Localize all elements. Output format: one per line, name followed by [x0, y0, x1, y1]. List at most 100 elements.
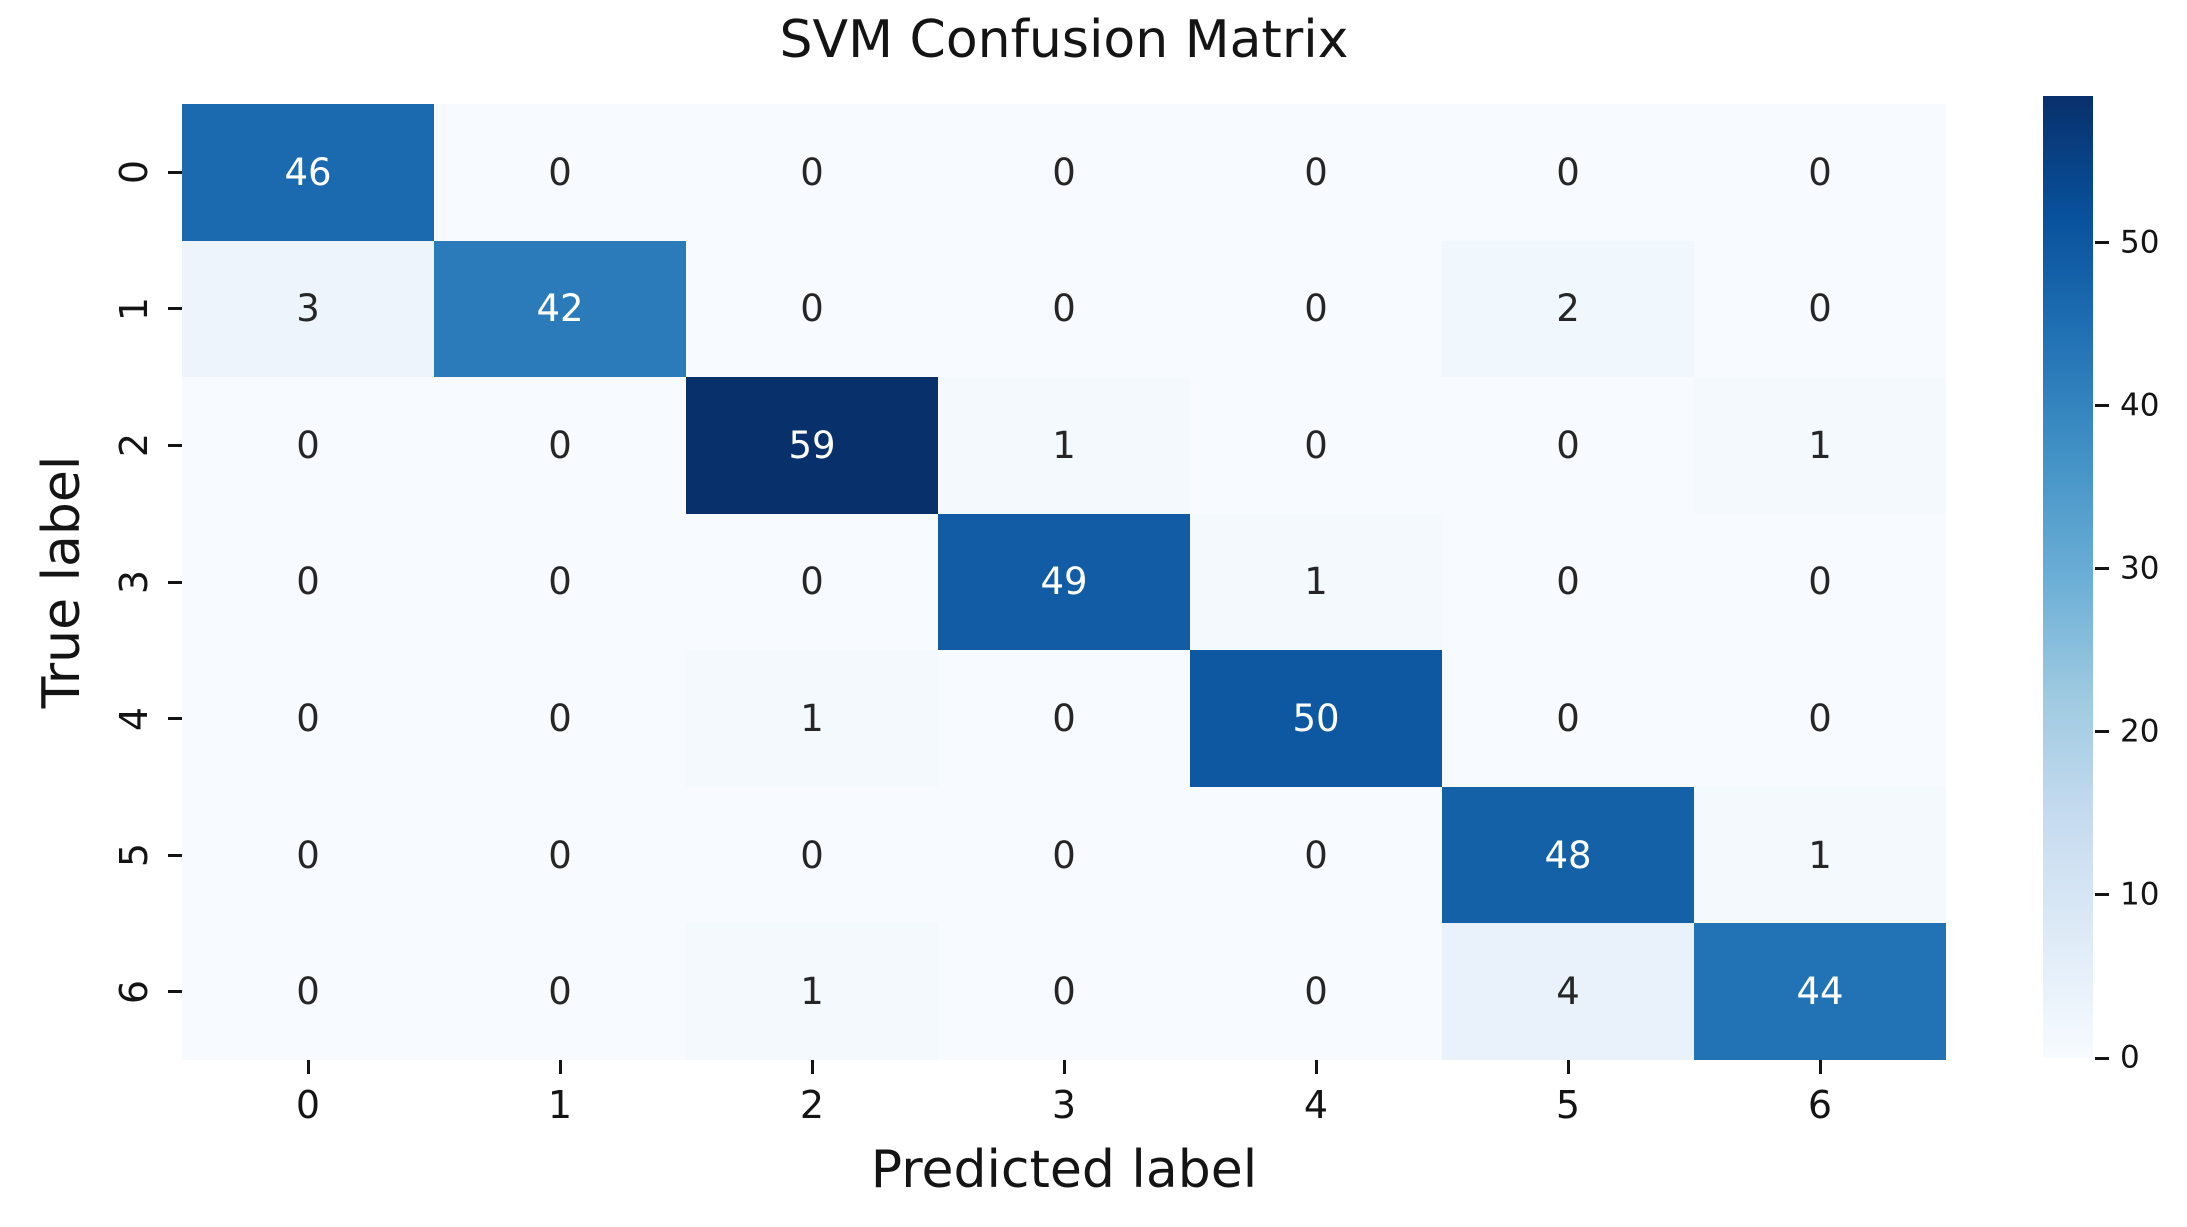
x-tick-mark [1566, 1060, 1570, 1074]
matrix-cell: 0 [434, 650, 686, 787]
y-tick-mark [168, 307, 182, 311]
matrix-cell: 0 [1442, 513, 1694, 651]
cell-value: 1 [1808, 423, 1832, 467]
matrix-cell: 0 [938, 923, 1190, 1060]
matrix-cell: 59 [686, 377, 938, 514]
cell-value: 0 [1052, 150, 1076, 194]
cell-value: 0 [1808, 560, 1832, 604]
matrix-cell: 49 [938, 513, 1190, 651]
matrix-cell: 44 [1694, 923, 1946, 1060]
y-tick-mark [168, 170, 182, 174]
y-tick-mark [168, 717, 182, 721]
cell-value: 44 [1796, 970, 1844, 1014]
matrix-cell: 0 [1190, 923, 1442, 1060]
matrix-cell: 42 [434, 240, 686, 378]
matrix-cell: 2 [1442, 240, 1694, 378]
y-tick-label: 5 [112, 843, 156, 868]
matrix-cell: 0 [182, 650, 434, 787]
matrix-cell: 0 [1694, 104, 1946, 241]
colorbar-tick-label: 50 [2120, 224, 2160, 261]
colorbar-tick-mark [2095, 404, 2109, 408]
matrix-cell: 1 [686, 650, 938, 787]
matrix-cell: 0 [1694, 240, 1946, 378]
colorbar-tick-mark [2095, 730, 2109, 734]
cell-value: 0 [800, 833, 824, 877]
matrix-cell: 0 [1190, 786, 1442, 924]
x-tick-label: 3 [1051, 1083, 1077, 1127]
cell-value: 1 [1052, 423, 1076, 467]
x-tick-label: 1 [547, 1083, 573, 1127]
cell-value: 0 [1052, 697, 1076, 741]
x-tick-label: 2 [799, 1083, 825, 1127]
y-tick-label: 3 [112, 569, 156, 595]
cell-value: 1 [800, 970, 824, 1014]
matrix-cell: 0 [1694, 513, 1946, 651]
x-tick-label: 0 [295, 1083, 321, 1127]
cell-value: 0 [296, 833, 320, 877]
cell-value: 0 [1808, 287, 1832, 331]
cell-value: 0 [1556, 560, 1580, 604]
cell-value: 4 [1556, 970, 1580, 1014]
matrix-cell: 50 [1190, 650, 1442, 787]
x-tick-label: 6 [1807, 1083, 1833, 1127]
cell-value: 0 [548, 560, 572, 604]
cell-value: 0 [1556, 150, 1580, 194]
matrix-cell: 3 [182, 240, 434, 378]
cell-value: 0 [548, 697, 572, 741]
x-tick-label: 5 [1555, 1083, 1581, 1127]
matrix-cell: 0 [938, 104, 1190, 241]
heatmap-grid: 46 0 0 0 0 0 0 3 42 0 0 0 2 0 0 0 59 1 0 0 1 0 0 0 49 1 0 0 0 0 1 0 50 0 0… [182, 104, 1946, 1060]
matrix-cell: 1 [1694, 786, 1946, 924]
y-tick-label: 1 [112, 296, 156, 321]
colorbar-tick-label: 30 [2120, 550, 2160, 587]
cell-value: 0 [1304, 423, 1328, 467]
matrix-cell: 1 [938, 377, 1190, 514]
cell-value: 2 [1556, 287, 1580, 331]
cell-value: 0 [1052, 287, 1076, 331]
cell-value: 0 [548, 833, 572, 877]
cell-value: 0 [296, 560, 320, 604]
colorbar-tick-mark [2095, 1056, 2109, 1060]
matrix-cell: 0 [686, 240, 938, 378]
colorbar-tick-label: 0 [2120, 1039, 2140, 1076]
matrix-cell: 0 [686, 104, 938, 241]
cell-value: 0 [1808, 150, 1832, 194]
colorbar-tick-label: 10 [2120, 876, 2160, 913]
y-tick-mark [168, 443, 182, 447]
x-tick-mark [1062, 1060, 1066, 1074]
matrix-cell: 0 [182, 513, 434, 651]
cell-value: 0 [296, 697, 320, 741]
matrix-cell: 0 [1190, 240, 1442, 378]
matrix-cell: 0 [1694, 650, 1946, 787]
x-tick-mark [306, 1060, 310, 1074]
matrix-cell: 1 [1190, 513, 1442, 651]
matrix-cell: 0 [434, 786, 686, 924]
cell-value: 49 [1040, 560, 1088, 604]
colorbar-tick-label: 20 [2120, 713, 2160, 750]
y-tick-label: 4 [112, 706, 156, 731]
cell-value: 59 [788, 423, 836, 467]
matrix-cell: 4 [1442, 923, 1694, 1060]
y-tick-label: 6 [112, 979, 156, 1004]
cell-value: 0 [1052, 833, 1076, 877]
cell-value: 1 [1304, 560, 1328, 604]
matrix-cell: 0 [686, 786, 938, 924]
matrix-cell: 0 [1442, 377, 1694, 514]
x-tick-mark [1818, 1060, 1822, 1074]
cell-value: 50 [1292, 697, 1340, 741]
x-tick-label: 4 [1303, 1083, 1329, 1127]
cell-value: 0 [548, 970, 572, 1014]
colorbar-tick-mark [2095, 241, 2109, 245]
matrix-cell: 0 [182, 923, 434, 1060]
cell-value: 0 [800, 560, 824, 604]
cell-value: 0 [296, 970, 320, 1014]
matrix-cell: 0 [938, 786, 1190, 924]
colorbar [2043, 96, 2093, 1058]
cell-value: 3 [296, 287, 320, 331]
cell-value: 0 [296, 423, 320, 467]
cell-value: 0 [548, 150, 572, 194]
matrix-cell: 48 [1442, 786, 1694, 924]
x-tick-mark [810, 1060, 814, 1074]
matrix-cell: 0 [938, 650, 1190, 787]
